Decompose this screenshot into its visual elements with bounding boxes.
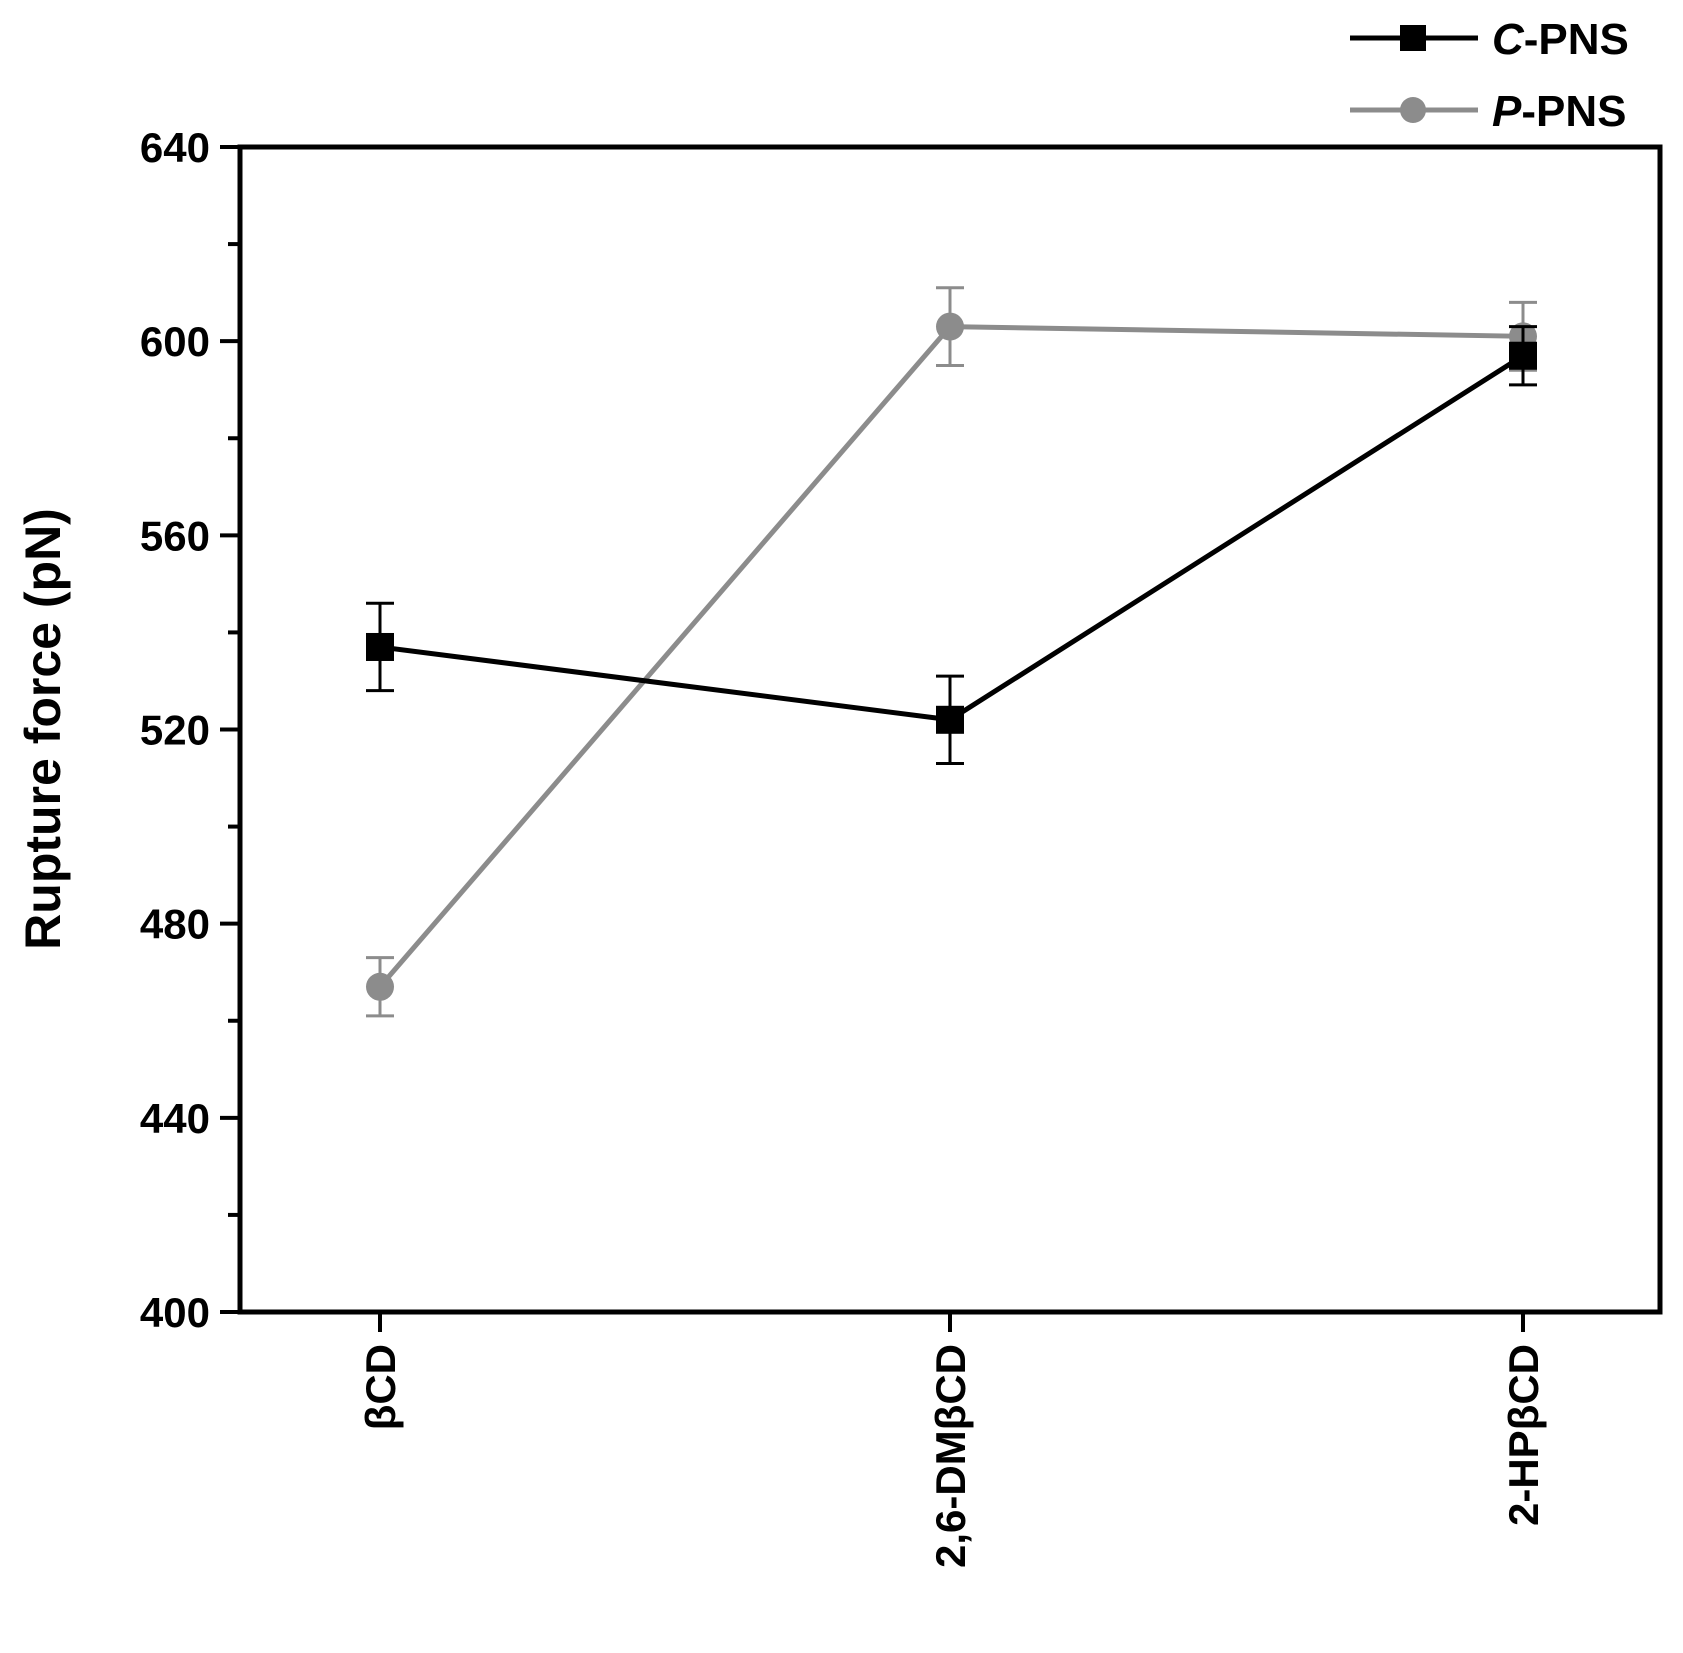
data-point [1509,341,1537,370]
y-tick-label: 520 [140,707,210,754]
y-tick-label: 400 [140,1289,210,1336]
data-point [366,972,394,1001]
plot-frame [237,144,1663,1315]
y-tick-label: 440 [140,1095,210,1142]
series-line [379,353,1525,723]
legend-label-prefix: C [1492,15,1525,64]
x-tick-label: 2,6-DMβCD [927,1344,974,1568]
legend-label: C-PNS [1492,15,1629,64]
y-tick-label: 600 [140,318,210,365]
series-p-pns [366,286,1537,1018]
y-tick-label: 640 [140,124,210,171]
x-tick-label: βCD [357,1344,404,1430]
legend-item-c-pns: C-PNS [1350,15,1629,64]
data-point [936,312,964,341]
y-axis-ticks: 400 440 480 520 560 600 640 [140,124,240,1336]
series-c-pns [366,325,1537,765]
legend-label-suffix: -PNS [1524,15,1629,64]
legend-marker [1400,97,1426,123]
series-layer [366,286,1537,1018]
data-point [366,632,394,661]
y-tick-label: 560 [140,512,210,559]
series-line [378,324,1524,989]
legend-label-prefix: P [1492,87,1522,136]
legend-marker [1400,25,1426,51]
legend-item-p-pns: P-PNS [1350,87,1626,136]
data-point [936,705,964,734]
legend-label-suffix: -PNS [1521,87,1626,136]
legend-label: P-PNS [1492,87,1626,136]
x-tick-label: 2-HPβCD [1500,1344,1547,1526]
x-axis-ticks: βCD 2,6-DMβCD 2-HPβCD [357,1312,1547,1568]
y-tick-label: 480 [140,901,210,948]
y-axis-title: Rupture force (pN) [15,508,71,950]
